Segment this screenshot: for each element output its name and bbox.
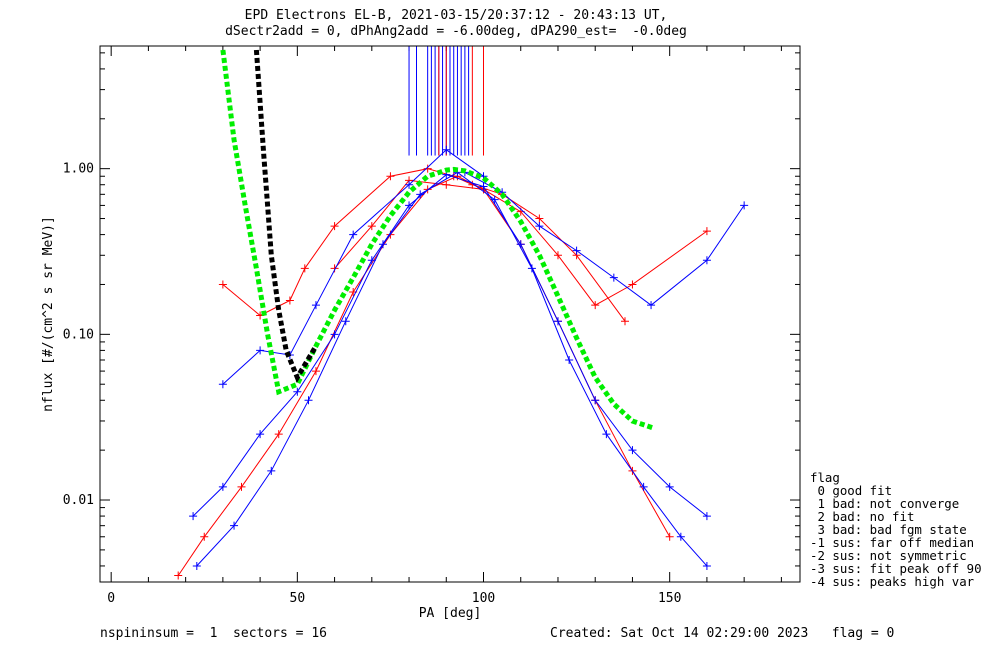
blue-data-point bbox=[702, 561, 711, 570]
y-axis-label: nflux [#/(cm^2 s sr MeV)] bbox=[41, 216, 56, 412]
flag-legend-entry: -4 sus: peaks high var bbox=[810, 574, 975, 589]
chart-title-line-2: dSectr2add = 0, dPhAng2add = -6.00deg, d… bbox=[225, 24, 687, 39]
blue-data-point bbox=[218, 380, 227, 389]
blue-data-point bbox=[647, 301, 656, 310]
green-fit-curve bbox=[220, 49, 656, 431]
blue-data-point bbox=[349, 230, 358, 239]
footer-settings: nspininsum = 1 sectors = 16 bbox=[100, 626, 327, 641]
y-tick-label: 0.01 bbox=[63, 493, 94, 508]
blue-series-line bbox=[222, 149, 484, 385]
flag-legend-entry: -3 sus: fit peak off 90 bbox=[810, 561, 982, 576]
red-data-point bbox=[367, 222, 376, 231]
blue-data-point bbox=[405, 180, 414, 189]
blue-data-point bbox=[702, 512, 711, 521]
blue-data-point bbox=[702, 256, 711, 265]
blue-data-point bbox=[416, 190, 425, 199]
blue-data-point bbox=[230, 521, 239, 530]
blue-data-point bbox=[378, 240, 387, 249]
red-data-point bbox=[174, 571, 183, 580]
flag-legend-entry: -2 sus: not symmetric bbox=[810, 548, 967, 563]
blue-data-point bbox=[628, 446, 637, 455]
red-data-point bbox=[535, 214, 544, 223]
red-data-point bbox=[237, 482, 246, 491]
blue-data-point bbox=[565, 356, 574, 365]
blue-series-line bbox=[464, 171, 745, 306]
y-tick-label: 1.00 bbox=[63, 162, 94, 177]
blue-data-point bbox=[218, 482, 227, 491]
blue-data-point bbox=[304, 396, 313, 405]
x-tick-label: 50 bbox=[290, 591, 306, 606]
x-axis-label: PA [deg] bbox=[419, 606, 482, 621]
red-data-point bbox=[274, 430, 283, 439]
black-fit-curve bbox=[253, 49, 319, 383]
flag-legend-entry: 0 good fit bbox=[810, 483, 893, 498]
flag-legend-entry: flag bbox=[810, 470, 840, 485]
blue-data-point bbox=[256, 346, 265, 355]
blue-data-point bbox=[665, 482, 674, 491]
blue-data-point bbox=[527, 264, 536, 273]
blue-data-point bbox=[442, 145, 451, 154]
axes-ticks bbox=[100, 46, 800, 582]
blue-data-point bbox=[572, 246, 581, 255]
x-tick-label: 150 bbox=[658, 591, 681, 606]
red-data-point bbox=[621, 317, 629, 326]
red-data-point bbox=[423, 164, 432, 173]
blue-data-point bbox=[602, 430, 611, 439]
blue-data-point bbox=[490, 195, 499, 204]
blue-data-point bbox=[535, 222, 544, 231]
x-tick-label: 100 bbox=[472, 591, 495, 606]
blue-data-point bbox=[479, 182, 488, 191]
footer-created: Created: Sat Oct 14 02:29:00 2023 flag =… bbox=[550, 626, 895, 641]
red-data-point bbox=[442, 180, 451, 189]
blue-data-point bbox=[189, 512, 198, 521]
red-data-point bbox=[665, 532, 674, 541]
blue-data-point bbox=[341, 317, 350, 326]
red-data-point bbox=[386, 172, 395, 181]
red-data-point bbox=[300, 264, 309, 273]
x-tick-label: 0 bbox=[107, 591, 115, 606]
flag-legend-entry: 3 bad: bad fgm state bbox=[810, 522, 967, 537]
red-data-point bbox=[591, 301, 600, 310]
blue-data-point bbox=[311, 301, 320, 310]
blue-data-point bbox=[267, 466, 276, 475]
blue-data-point bbox=[609, 273, 618, 282]
flag-legend-entry: 1 bad: not converge bbox=[810, 496, 960, 511]
red-series-line bbox=[334, 179, 708, 306]
blue-data-point bbox=[330, 330, 339, 339]
flag-legend: flag 0 good fit 1 bad: not converge 2 ba… bbox=[810, 471, 982, 588]
data-layer bbox=[174, 46, 749, 580]
flag-legend-entry: -1 sus: far off median bbox=[810, 535, 975, 550]
red-data-point bbox=[330, 264, 339, 273]
blue-data-point bbox=[293, 387, 302, 396]
plot-frame bbox=[99, 45, 801, 583]
red-data-point bbox=[330, 222, 339, 231]
blue-data-point bbox=[256, 430, 265, 439]
red-data-point bbox=[628, 280, 637, 289]
flag-legend-entry: 2 bad: no fit bbox=[810, 509, 915, 524]
blue-data-point bbox=[676, 532, 685, 541]
blue-data-point bbox=[639, 482, 648, 491]
red-data-point bbox=[311, 367, 320, 376]
blue-data-point bbox=[553, 317, 562, 326]
red-data-point bbox=[702, 227, 711, 236]
blue-data-point bbox=[740, 201, 749, 210]
blue-data-point bbox=[367, 256, 376, 265]
red-data-point bbox=[553, 251, 562, 260]
red-data-point bbox=[285, 296, 294, 305]
blue-data-point bbox=[192, 561, 201, 570]
red-data-point bbox=[200, 532, 209, 541]
chart-title-line-1: EPD Electrons EL-B, 2021-03-15/20:37:12 … bbox=[244, 8, 668, 23]
y-tick-label: 0.10 bbox=[63, 327, 94, 342]
blue-data-point bbox=[591, 396, 600, 405]
red-data-point bbox=[218, 280, 227, 289]
